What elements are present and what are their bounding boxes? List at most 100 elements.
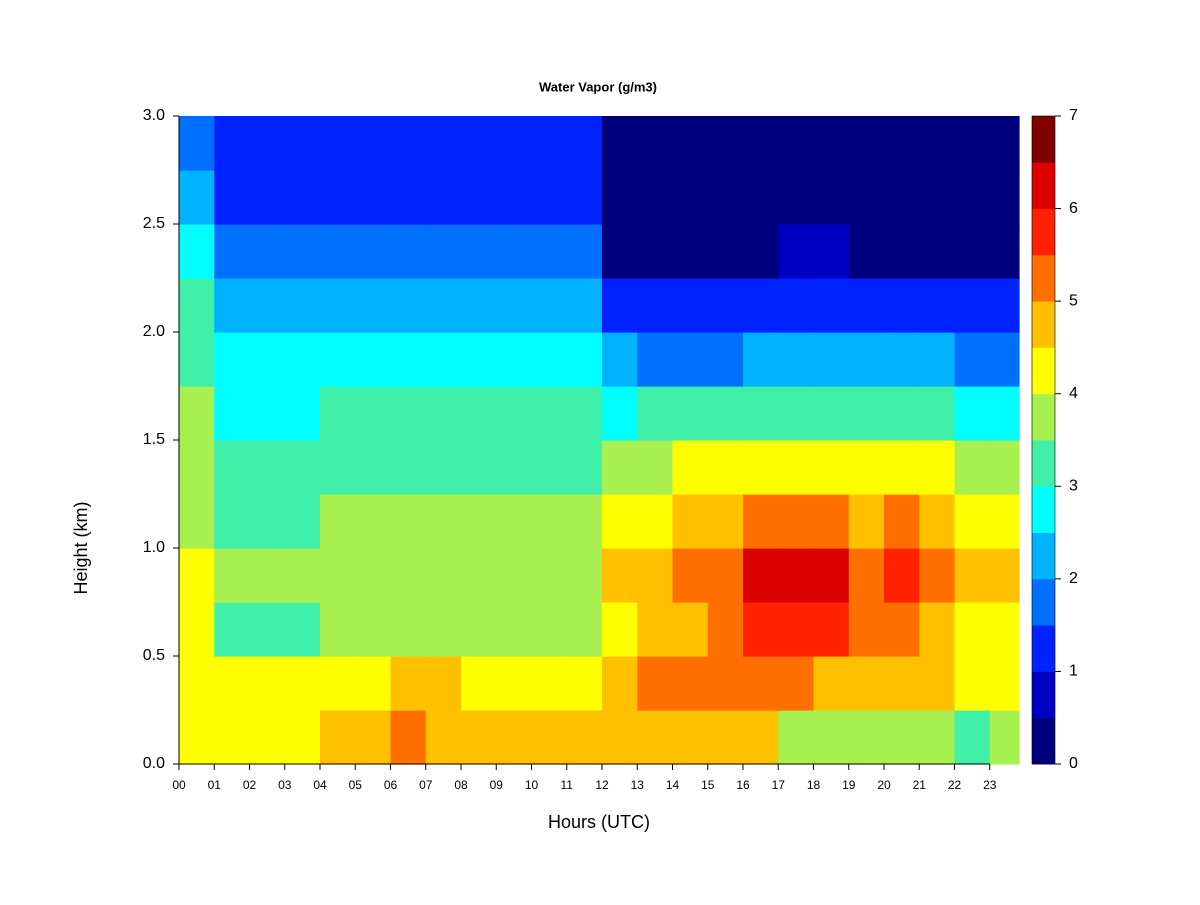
- heat-cell: [707, 656, 744, 711]
- heat-cell: [460, 710, 497, 765]
- heat-cell: [672, 602, 709, 657]
- heat-cell: [742, 278, 779, 333]
- heat-cell: [425, 170, 462, 225]
- x-tick-label: 04: [313, 778, 327, 792]
- heat-cell: [813, 332, 850, 387]
- heat-cell: [390, 332, 427, 387]
- heat-cell: [707, 602, 744, 657]
- heat-cell: [848, 332, 885, 387]
- heat-cell: [707, 548, 744, 603]
- heat-cell: [883, 224, 920, 279]
- heat-cell: [637, 710, 674, 765]
- heat-cell: [601, 170, 638, 225]
- heat-cell: [813, 710, 850, 765]
- heat-cell: [249, 548, 286, 603]
- heat-cell: [284, 440, 321, 495]
- x-axis-label: Hours (UTC): [548, 812, 650, 832]
- x-tick-label: 18: [807, 778, 821, 792]
- y-axis-label: Height (km): [71, 501, 91, 594]
- heat-cell: [883, 602, 920, 657]
- heat-cell: [531, 170, 568, 225]
- heat-cell: [778, 548, 815, 603]
- heat-cell: [989, 278, 1020, 333]
- colorbar-segment: [1032, 717, 1055, 765]
- y-tick-label: 2.5: [143, 215, 165, 232]
- heat-cell: [460, 116, 497, 171]
- heat-cell: [425, 116, 462, 171]
- heat-cell: [214, 656, 251, 711]
- heat-cell: [742, 440, 779, 495]
- heat-cell: [319, 656, 356, 711]
- heat-cell: [742, 170, 779, 225]
- heat-cell: [531, 494, 568, 549]
- colorbar-tick-label: 2: [1069, 570, 1078, 587]
- heat-cell: [672, 116, 709, 171]
- heat-cell: [390, 386, 427, 441]
- heat-cell: [778, 116, 815, 171]
- heat-cell: [637, 494, 674, 549]
- heat-cell: [390, 656, 427, 711]
- heat-cell: [390, 116, 427, 171]
- heat-cell: [249, 224, 286, 279]
- heat-cell: [848, 224, 885, 279]
- heat-cell: [355, 602, 392, 657]
- heat-cell: [214, 278, 251, 333]
- x-tick-label: 14: [666, 778, 680, 792]
- heat-cell: [672, 656, 709, 711]
- heat-cell: [284, 548, 321, 603]
- heat-cell: [355, 170, 392, 225]
- heat-cell: [566, 656, 603, 711]
- x-tick-label: 20: [877, 778, 891, 792]
- x-tick-label: 02: [243, 778, 257, 792]
- y-tick-label: 0.0: [143, 755, 165, 772]
- heat-cell: [460, 602, 497, 657]
- heat-cell: [848, 710, 885, 765]
- heat-cell: [601, 224, 638, 279]
- heat-cell: [601, 494, 638, 549]
- heat-cell: [284, 332, 321, 387]
- heat-cell: [637, 656, 674, 711]
- heat-cell: [531, 548, 568, 603]
- heat-cell: [319, 494, 356, 549]
- heat-cell: [460, 494, 497, 549]
- heat-cell: [919, 494, 956, 549]
- heat-cell: [284, 278, 321, 333]
- heat-cell: [813, 224, 850, 279]
- heat-cell: [848, 602, 885, 657]
- heat-cell: [496, 170, 533, 225]
- colorbar-segment: [1032, 440, 1055, 487]
- heat-cell: [883, 440, 920, 495]
- heat-cell: [883, 278, 920, 333]
- heat-cell: [601, 548, 638, 603]
- heat-cell: [637, 602, 674, 657]
- heat-cell: [601, 116, 638, 171]
- heat-cell: [460, 386, 497, 441]
- heat-cell: [249, 656, 286, 711]
- heat-cell: [566, 332, 603, 387]
- heat-cell: [742, 656, 779, 711]
- heat-cell: [742, 332, 779, 387]
- heat-cell: [919, 224, 956, 279]
- heat-cell: [179, 278, 215, 333]
- heat-cell: [919, 116, 956, 171]
- heat-cell: [355, 494, 392, 549]
- heat-cell: [496, 440, 533, 495]
- heat-cell: [425, 602, 462, 657]
- heat-cell: [813, 170, 850, 225]
- heat-cell: [954, 116, 991, 171]
- heat-cell: [390, 440, 427, 495]
- heat-cell: [883, 170, 920, 225]
- y-tick-label: 0.5: [143, 647, 165, 664]
- heat-cell: [813, 386, 850, 441]
- x-tick-label: 17: [772, 778, 786, 792]
- x-tick-label: 10: [525, 778, 539, 792]
- heat-cell: [672, 548, 709, 603]
- heat-cell: [742, 494, 779, 549]
- heat-cell: [390, 494, 427, 549]
- heat-cell: [425, 656, 462, 711]
- heat-cell: [179, 548, 215, 603]
- heat-cell: [496, 116, 533, 171]
- heat-cell: [813, 116, 850, 171]
- heat-cell: [284, 602, 321, 657]
- heat-cell: [425, 440, 462, 495]
